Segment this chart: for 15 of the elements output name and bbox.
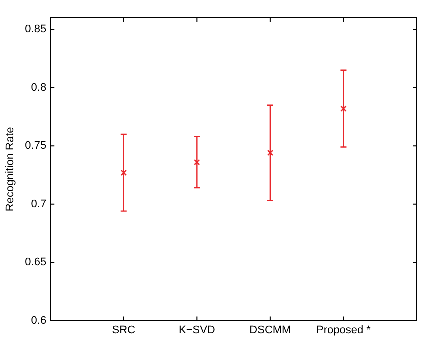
y-tick-label: 0.85 <box>25 24 47 36</box>
x-tick-label: DSCMM <box>250 324 292 336</box>
x-tick-label: SRC <box>112 324 136 336</box>
point <box>120 170 128 176</box>
point <box>194 159 200 166</box>
x-tick-label: Proposed * <box>316 324 372 336</box>
y-tick-label: 0.7 <box>31 198 47 210</box>
point <box>340 106 347 112</box>
point <box>267 150 274 156</box>
y-tick-label: 0.75 <box>25 140 47 152</box>
y-tick-label: 0.65 <box>25 256 47 269</box>
y-axis-title: Recognition Rate <box>4 127 17 212</box>
y-tick-label: 0.6 <box>31 314 47 327</box>
y-tick-label: 0.8 <box>31 82 47 94</box>
x-tick-label: K−SVD <box>178 324 216 336</box>
